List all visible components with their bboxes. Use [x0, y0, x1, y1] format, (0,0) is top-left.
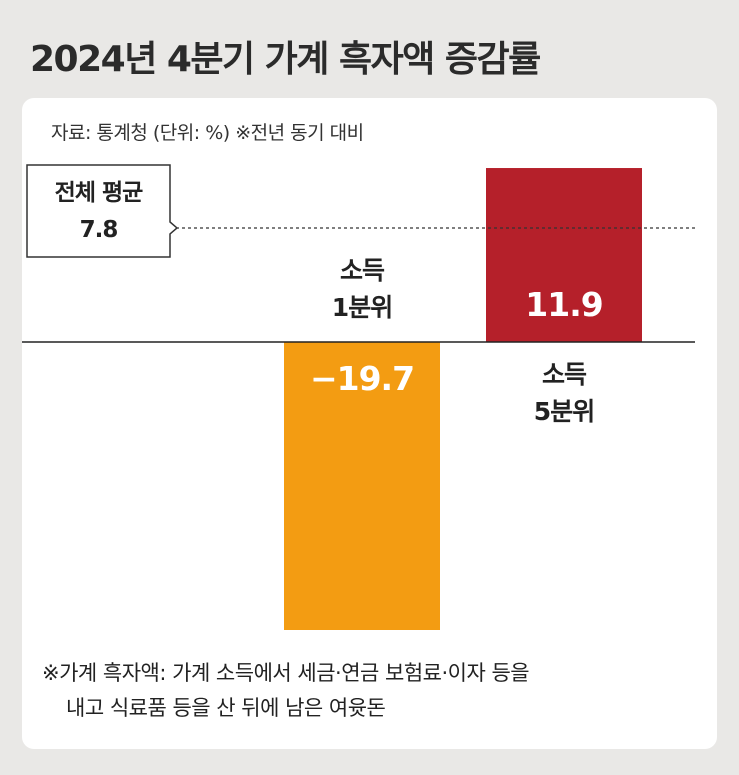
- source-note: 자료: 통계청 (단위: %) ※전년 동기 대비: [51, 122, 364, 144]
- bar-1: [284, 342, 440, 630]
- category-label-1-line-2: 1분위: [332, 293, 392, 322]
- category-label-1-line-1: 소득: [340, 256, 385, 285]
- chart-title: 2024년 4분기 가계 흑자액 증감률: [30, 39, 541, 80]
- footnote-line-1: ※가계 흑자액: 가계 소득에서 세금·연금 보험료·이자 등을: [42, 661, 530, 685]
- average-label: 전체 평균: [55, 180, 143, 206]
- average-value: 7.8: [80, 217, 118, 243]
- footnote-line-2: 내고 식료품 등을 산 뒤에 남은 여윳돈: [66, 696, 386, 720]
- bar-2: [486, 168, 642, 342]
- value-label-1: −19.7: [310, 359, 414, 398]
- average-callout-box: [26, 164, 179, 258]
- footnote: ※가계 흑자액: 가계 소득에서 세금·연금 보험료·이자 등을 내고 식료품 …: [42, 656, 530, 726]
- category-label-2-line-2: 5분위: [534, 397, 594, 426]
- value-label-2: 11.9: [525, 285, 602, 324]
- category-label-2-line-1: 소득: [542, 360, 587, 389]
